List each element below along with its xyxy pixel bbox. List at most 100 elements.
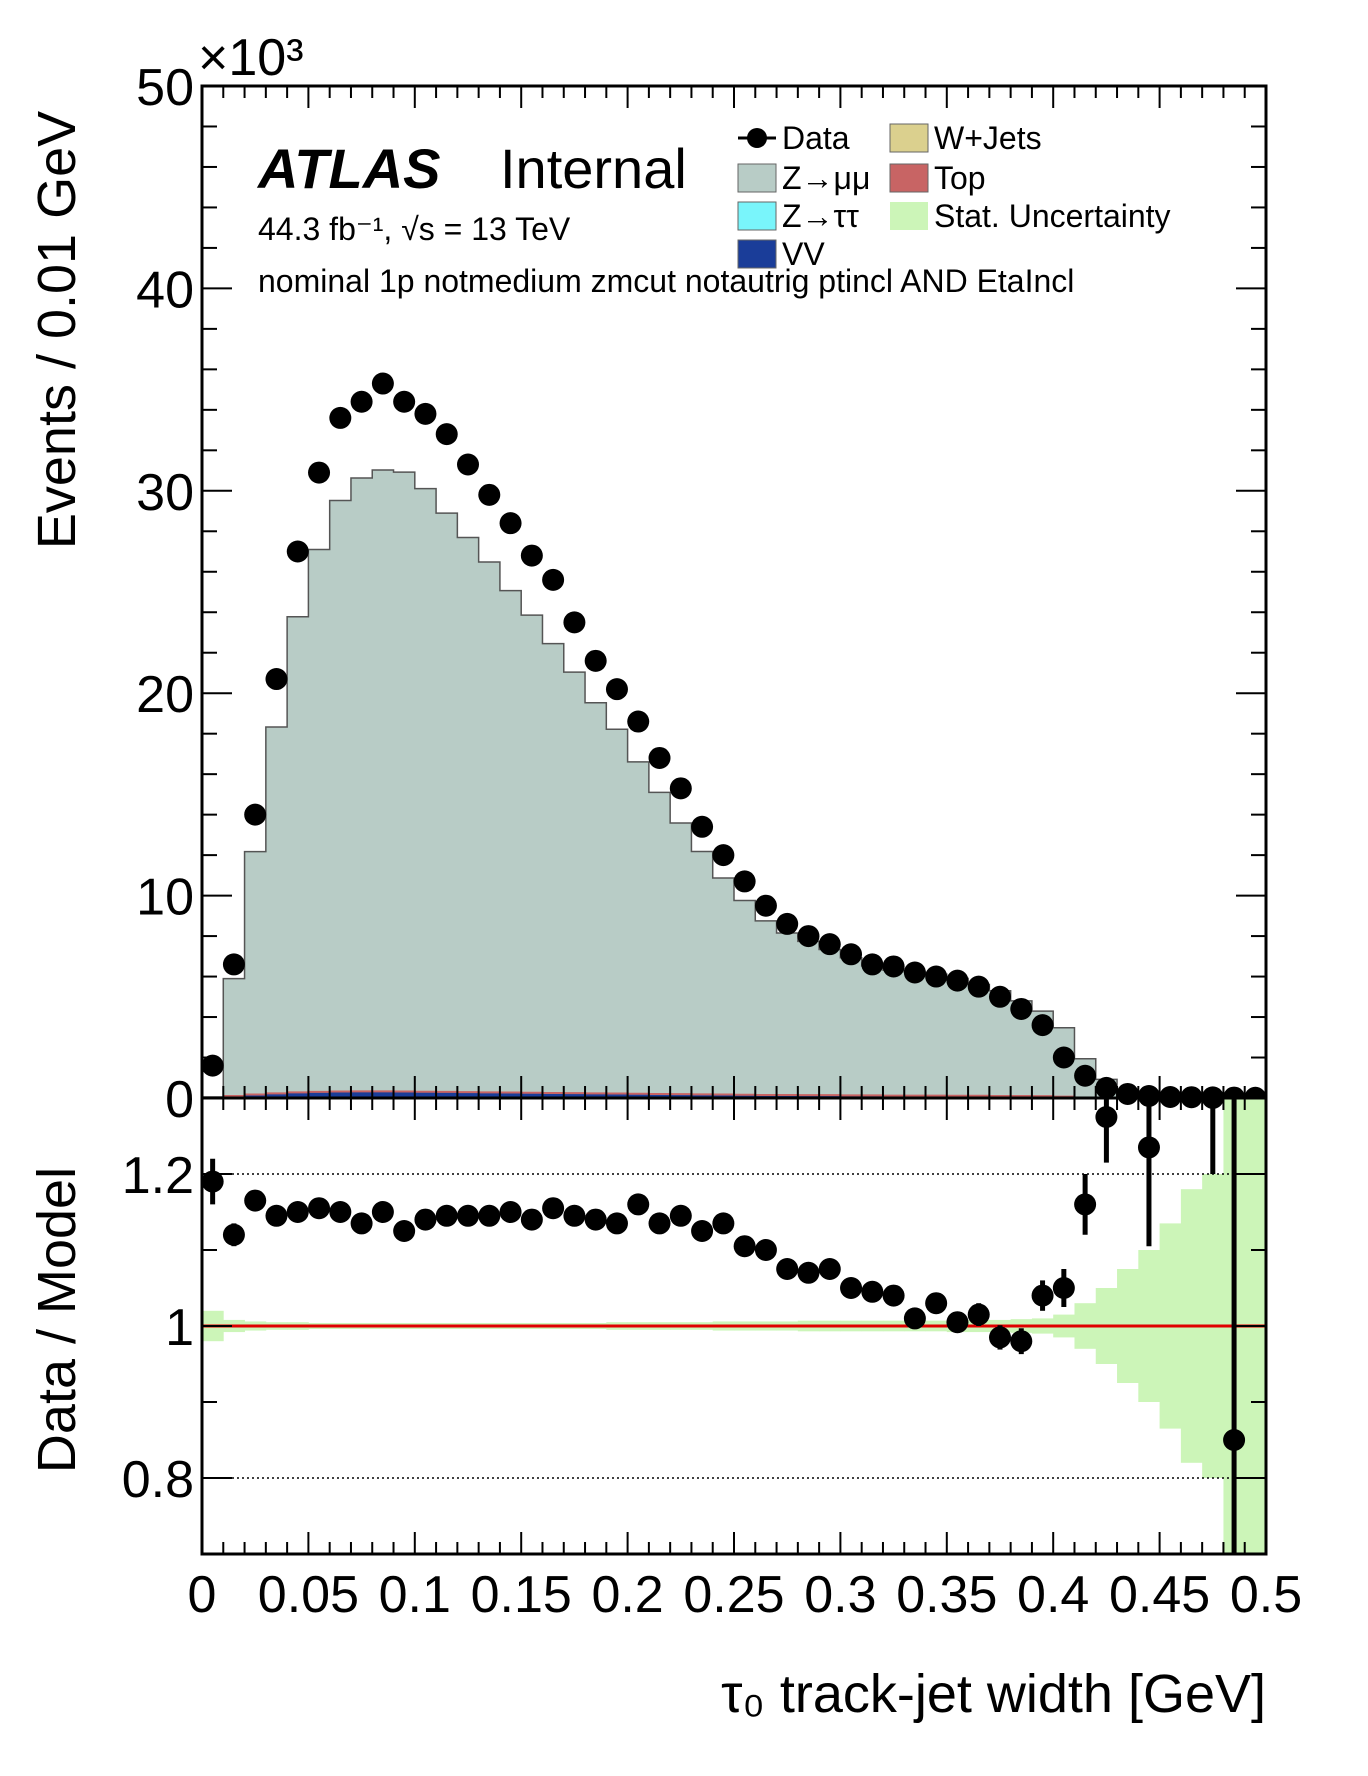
y-tick-label: 10: [136, 869, 194, 927]
ratio-point: [946, 1311, 969, 1334]
vv-bar: [287, 1092, 309, 1098]
data-point: [861, 953, 884, 976]
ratio-point: [542, 1197, 565, 1220]
x-tick-labels: 0 0.05 0.1 0.15 0.2 0.25 0.3 0.35 0.4 0.45 0.5: [188, 1566, 1303, 1624]
ratio-point: [563, 1204, 586, 1227]
ratio-point: [967, 1303, 990, 1326]
y-tick-label: 0.8: [122, 1451, 194, 1509]
legend-item-vv: VV: [737, 236, 825, 272]
legend-swatch-stat-unc: [890, 202, 928, 230]
ratio-point: [1223, 1429, 1246, 1451]
ratio-point: [201, 1170, 224, 1193]
legend-label-stat-unc: Stat. Uncertainty: [934, 198, 1171, 234]
zmumu-bar: [457, 537, 480, 1093]
ratio-point: [435, 1204, 458, 1227]
y-tick-label: 40: [136, 261, 194, 319]
zmumu-bar: [244, 851, 267, 1095]
zmumu-bar: [734, 900, 756, 1095]
x-tick-label: 0.05: [258, 1566, 359, 1624]
legend-swatch-vv: [737, 239, 777, 269]
ratio-reference-lines: [202, 1173, 1266, 1479]
atlas-label: ATLAS: [256, 137, 441, 200]
ratio-point: [1052, 1277, 1075, 1299]
ratio-point: [818, 1258, 841, 1280]
data-point: [520, 544, 543, 567]
zmumu-bar: [925, 974, 948, 1096]
data-point: [903, 961, 926, 984]
data-point: [989, 985, 1011, 1008]
vv-bar: [542, 1092, 565, 1098]
zmumu-bar: [265, 727, 288, 1094]
legend-label-vv: VV: [782, 236, 825, 272]
data-point: [882, 955, 905, 978]
vv-bar: [691, 1094, 714, 1098]
ratio-point: [350, 1212, 373, 1235]
ratio-y-axis-title: Data / Model: [27, 1167, 87, 1473]
data-point: [542, 568, 565, 591]
vv-bar: [734, 1094, 756, 1098]
legend-swatch-zmumu: [737, 163, 777, 193]
data-point: [308, 461, 331, 484]
zmumu-bar: [563, 672, 586, 1094]
legend-label-ztautau: Z→ττ: [782, 198, 859, 234]
data-point: [1052, 1046, 1075, 1069]
data-point: [733, 870, 756, 893]
zmumu-bar: [989, 990, 1012, 1096]
main-histogram-stack: [201, 469, 1267, 1099]
zmumu-bar: [670, 822, 692, 1095]
zmumu-bar: [946, 978, 969, 1096]
ratio-point: [712, 1212, 735, 1235]
vv-bar: [521, 1092, 543, 1098]
data-point: [946, 969, 969, 992]
data-point: [605, 678, 628, 701]
selection-label: nominal 1p notmedium zmcut notautrig pti…: [258, 263, 1074, 299]
data-point: [584, 649, 607, 672]
ratio-point: [222, 1223, 245, 1246]
x-axis-title: τ₀ track-jet width [GeV]: [721, 1664, 1266, 1724]
ratio-point: [669, 1204, 692, 1227]
ratio-point: [308, 1197, 331, 1220]
data-point: [563, 611, 586, 634]
data-point: [371, 372, 394, 395]
zmumu-bar: [776, 933, 799, 1095]
ratio-point: [1074, 1193, 1097, 1216]
zmumu-bar: [585, 702, 607, 1094]
legend: Data W+Jets Z→μμ Top Z→ττ Stat. Uncertai…: [737, 120, 1171, 272]
data-point: [776, 912, 799, 935]
data-point: [393, 390, 416, 413]
legend-swatch-ztautau: [737, 201, 777, 231]
data-point: [818, 933, 841, 956]
zmumu-bar: [436, 513, 458, 1092]
vv-bar: [670, 1094, 692, 1098]
ratio-point: [989, 1326, 1011, 1349]
vv-bar: [478, 1092, 501, 1098]
ratio-point: [286, 1201, 309, 1223]
vv-bar: [499, 1092, 522, 1098]
stack-outline: [201, 469, 1266, 1099]
legend-item-wjets: W+Jets: [889, 120, 1042, 156]
data-point: [1010, 997, 1033, 1020]
vv-bar: [308, 1091, 331, 1098]
x-tick-label: 0.4: [1017, 1566, 1089, 1624]
x-tick-label: 0: [188, 1566, 217, 1624]
data-point: [499, 512, 522, 535]
data-point: [435, 423, 458, 446]
ratio-point: [520, 1208, 543, 1231]
vv-bar: [776, 1094, 799, 1098]
data-point: [925, 965, 948, 988]
vv-bar: [244, 1094, 267, 1098]
ratio-point: [903, 1307, 926, 1330]
ratio-point: [1031, 1284, 1054, 1307]
ratio-point: [776, 1258, 799, 1280]
y-tick-label: 30: [136, 464, 194, 522]
vv-bar: [329, 1091, 352, 1098]
zmumu-bar: [499, 590, 522, 1093]
data-point: [414, 402, 437, 425]
x-tick-label: 0.25: [683, 1566, 784, 1624]
data-point: [648, 746, 671, 769]
legend-label-wjets: W+Jets: [934, 120, 1042, 156]
zmumu-bar: [521, 615, 543, 1093]
x-tick-label: 0.2: [591, 1566, 663, 1624]
data-point: [478, 483, 501, 506]
